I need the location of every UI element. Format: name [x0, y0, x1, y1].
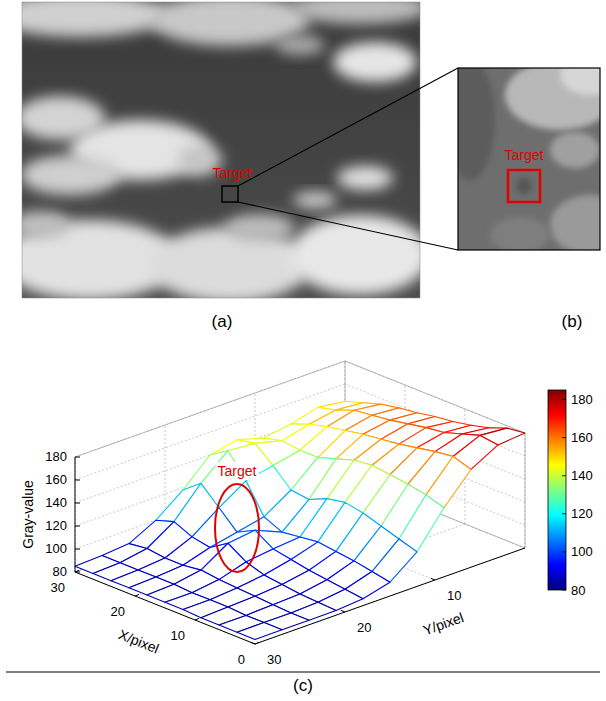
tick-label: 80 [53, 564, 67, 579]
zoom-frame [458, 68, 600, 250]
grid [75, 361, 525, 644]
tick-label: 140 [45, 495, 67, 510]
tick-label: 180 [45, 449, 67, 464]
tick [75, 570, 79, 572]
zoom-blob [560, 68, 600, 95]
annotation-ellipse [215, 484, 259, 572]
grid-line [75, 457, 76, 572]
photo-a [22, 2, 420, 298]
colorbar-label: 80 [571, 583, 585, 598]
target-box-b [508, 170, 540, 202]
annotation-b: Target [505, 147, 544, 163]
caption: (a) [212, 312, 233, 331]
tick [75, 480, 80, 481]
colorbar-label: 120 [571, 506, 593, 521]
zoom-blob [458, 68, 495, 180]
tick-label: 0 [238, 652, 245, 667]
axis-line [75, 457, 76, 572]
tick [75, 457, 80, 458]
tick-label: 10 [171, 628, 185, 643]
tick-label: 30 [267, 652, 281, 667]
axis-title: Y/pixel [421, 609, 466, 638]
box-edge [525, 433, 526, 548]
tick [255, 642, 259, 644]
grid-line [75, 361, 345, 457]
zoom-blob [490, 217, 550, 250]
tick-label: 10 [447, 588, 461, 603]
grid-line [525, 433, 526, 548]
axis-title: X/pixel [116, 626, 161, 656]
zoom-connector [238, 202, 458, 250]
zoom-blob [550, 195, 600, 250]
tick-label: 120 [45, 518, 67, 533]
axes: 010203010203080100120140160180X/pixelY/p… [20, 449, 525, 667]
tick [195, 618, 199, 620]
box [75, 361, 525, 572]
colorbar-label: 180 [571, 392, 593, 407]
cloud [290, 2, 420, 24]
zoom-blob [516, 178, 532, 194]
colorbar-tick [562, 399, 566, 400]
axis-title: Gray-value [20, 480, 36, 549]
tick [135, 594, 139, 596]
cloud [225, 214, 295, 242]
colorbar-tick [562, 475, 566, 476]
annotation-c: Target [218, 463, 257, 479]
tick-label: 30 [51, 580, 65, 595]
cloud [333, 42, 417, 82]
tick-label: 20 [111, 604, 125, 619]
tick [75, 503, 80, 504]
colorbar: 80 100 120 140 160 180 [548, 390, 593, 598]
colorbar-tick [562, 590, 566, 591]
tick-label: 100 [45, 541, 67, 556]
cloud [275, 35, 325, 55]
colorbar-tick [562, 513, 566, 514]
figure: TargetTarget(a)(b)0102030102030801001201… [0, 0, 606, 701]
cloud [150, 227, 310, 298]
photo-frame [22, 2, 420, 298]
tick [75, 526, 80, 527]
annotation-a: Target [213, 165, 252, 181]
cloud [337, 166, 393, 190]
cloud [22, 2, 170, 37]
mesh [75, 401, 525, 639]
colorbar-label: 100 [571, 544, 593, 559]
colorbar-tick [562, 437, 566, 438]
tick [75, 549, 80, 550]
caption: (b) [562, 312, 583, 331]
cloud [293, 192, 337, 208]
zoom-connector [238, 68, 458, 186]
colorbar-body [548, 390, 566, 590]
cloud [22, 211, 70, 239]
annotation-bg [216, 462, 259, 480]
cloud [22, 155, 120, 195]
photo-b [458, 68, 600, 250]
tick-label: 160 [45, 472, 67, 487]
tick [431, 578, 435, 580]
colorbar-label: 160 [571, 430, 593, 445]
axis-line [255, 548, 525, 644]
tick [341, 610, 345, 612]
axis-line [75, 572, 255, 644]
colorbar-tick [562, 551, 566, 552]
box-edge [75, 361, 345, 457]
zoom-blob [550, 132, 600, 168]
rule [6, 672, 600, 673]
tick [75, 572, 80, 573]
annotation: Target [215, 462, 259, 572]
tick-label: 20 [357, 620, 371, 635]
colorbar-label: 140 [571, 468, 593, 483]
tick [251, 642, 255, 644]
target-box-a [222, 186, 238, 202]
caption: (c) [293, 676, 313, 695]
